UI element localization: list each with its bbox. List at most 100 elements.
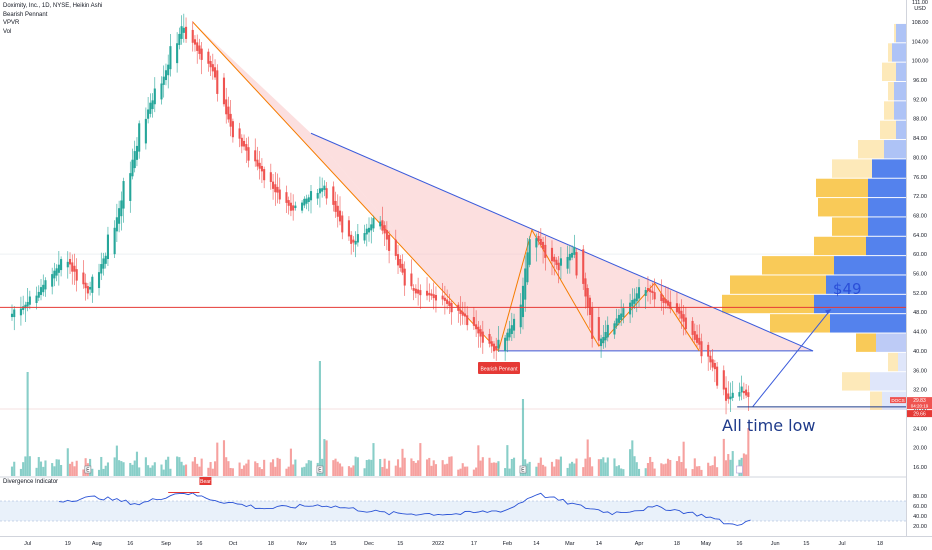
candle <box>73 265 76 272</box>
candle <box>381 220 384 231</box>
time-tick-label: Jul <box>839 541 846 547</box>
volume-bar <box>75 460 78 476</box>
volume-bar <box>144 457 147 476</box>
time-tick-label: 15 <box>803 541 809 547</box>
candle <box>537 235 540 241</box>
candle <box>713 363 716 370</box>
price-tick-label: 88.00 <box>913 117 927 123</box>
earnings-marker <box>519 465 527 474</box>
candle <box>707 344 710 357</box>
osc-tick-label: 40.00 <box>913 514 927 520</box>
volume-bar <box>278 458 281 476</box>
volume-bar <box>135 451 139 476</box>
volume-bar <box>318 361 321 476</box>
candle <box>176 43 179 64</box>
volume-bar <box>356 457 359 476</box>
candle <box>363 233 366 241</box>
volume-bar <box>269 462 272 476</box>
candle <box>651 290 654 294</box>
osc-tick-label: 20.00 <box>913 524 927 530</box>
candle <box>120 200 123 217</box>
volume-bar <box>441 460 444 476</box>
volume-bar <box>365 460 368 476</box>
candle <box>118 208 121 224</box>
volume-bar <box>193 457 197 476</box>
all-time-low-label: All time low <box>722 416 815 435</box>
candle <box>341 215 344 233</box>
indicator-vpvr[interactable]: VPVR <box>3 20 20 26</box>
volume-bar <box>37 457 40 476</box>
volume-bar <box>256 463 259 476</box>
candle <box>325 188 328 199</box>
vp-bar-down <box>888 81 894 101</box>
volume-bar <box>684 468 687 476</box>
volume-bar <box>247 459 250 476</box>
vp-bar-down <box>856 333 876 352</box>
volume-bar <box>303 466 306 476</box>
candle <box>238 128 241 139</box>
candle <box>557 262 560 271</box>
volume-bar <box>653 468 656 476</box>
candle <box>631 299 634 307</box>
vp-bar-down <box>894 23 896 43</box>
volume-bars <box>10 361 750 476</box>
price-tick-label: 24.00 <box>913 426 927 432</box>
candle <box>66 261 69 268</box>
volume-bar <box>466 466 469 476</box>
volume-profile <box>722 23 906 410</box>
candle <box>307 197 310 203</box>
candle <box>354 240 357 245</box>
volume-bar <box>691 469 694 476</box>
candle <box>419 290 422 296</box>
vp-bar-down <box>884 101 894 120</box>
vp-bar-down <box>858 140 884 159</box>
vp-bar-up <box>884 140 906 159</box>
volume-bar <box>363 468 366 476</box>
volume-bar <box>559 456 562 476</box>
candle <box>39 287 43 295</box>
oscillator-pane-label[interactable]: Divergence Indicator <box>3 479 59 485</box>
candle <box>209 61 212 68</box>
candle <box>729 396 732 400</box>
indicator-vol[interactable]: Vol <box>3 28 12 35</box>
price-tick-label: 84.00 <box>913 136 927 142</box>
candle <box>292 205 295 211</box>
candle <box>35 295 38 303</box>
candle <box>600 338 603 347</box>
candle <box>316 192 319 199</box>
candle <box>44 280 47 290</box>
time-tick-label: Nov <box>297 541 307 547</box>
candle <box>53 270 56 279</box>
indicator-bearish-pennant[interactable]: Bearish Pennant <box>3 11 48 18</box>
candle <box>394 239 397 256</box>
volume-bar <box>309 460 313 476</box>
last-price-tag <box>907 397 932 410</box>
volume-bar <box>222 440 226 476</box>
candle <box>684 317 687 330</box>
volume-bar <box>575 458 578 476</box>
candle <box>653 292 656 300</box>
candle <box>379 221 382 227</box>
volume-bar <box>631 440 634 476</box>
volume-bar <box>138 467 141 476</box>
candle <box>417 289 420 294</box>
volume-bar <box>432 460 435 476</box>
volume-bar <box>613 458 616 476</box>
symbol-tag <box>890 397 906 404</box>
candle <box>649 289 652 293</box>
candle <box>571 252 574 258</box>
candle <box>243 140 246 147</box>
volume-bar <box>490 462 493 476</box>
volume-bar <box>698 466 701 476</box>
candle <box>539 238 542 245</box>
symbol-title[interactable]: Doximity, Inc., 1D, NYSE, Heikin Ashi <box>3 3 103 9</box>
volume-bar <box>745 454 748 476</box>
candle <box>372 218 375 229</box>
volume-bar <box>425 459 429 476</box>
vp-bar-down <box>832 159 872 178</box>
volume-bar <box>26 372 29 476</box>
volume-bar <box>495 462 498 476</box>
candle <box>497 339 500 349</box>
candle <box>448 301 451 306</box>
